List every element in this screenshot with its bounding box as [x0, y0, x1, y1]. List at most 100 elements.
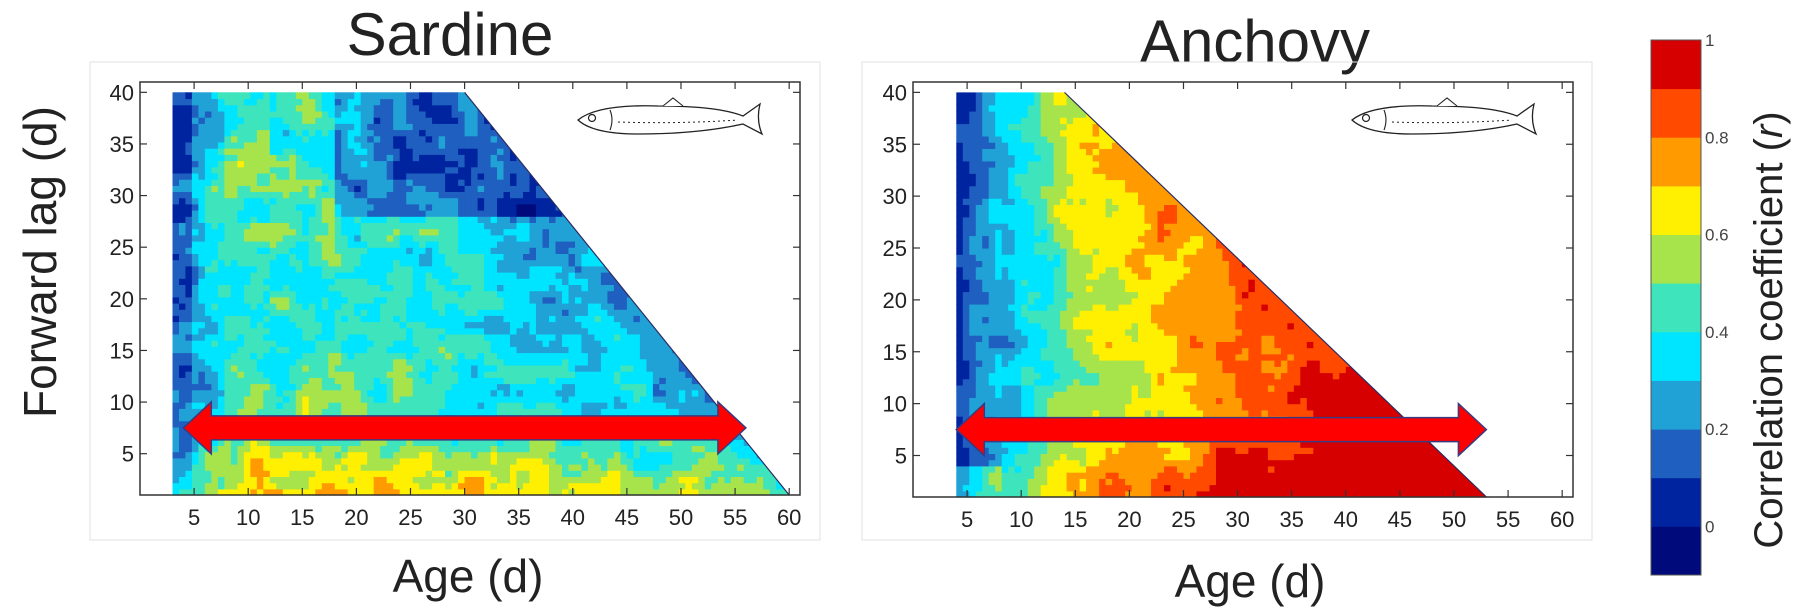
heatmap-cell	[308, 191, 316, 199]
heatmap-cell	[471, 197, 479, 205]
heatmap-cell	[626, 488, 634, 496]
heatmap-cell	[516, 439, 524, 446]
heatmap-cell	[172, 228, 180, 236]
heatmap-cell	[282, 278, 290, 285]
heatmap-cell	[321, 383, 329, 391]
heatmap-cell	[217, 445, 225, 453]
heatmap-cell	[172, 303, 180, 310]
heatmap-cell	[523, 210, 531, 217]
heatmap-cell	[256, 166, 264, 174]
heatmap-cell	[289, 371, 297, 378]
heatmap-cell	[600, 482, 608, 490]
heatmap-cell	[458, 104, 466, 112]
heatmap-cell	[536, 216, 544, 223]
heatmap-cell	[562, 296, 570, 304]
heatmap-cell	[289, 327, 297, 335]
heatmap-cell	[438, 129, 446, 137]
heatmap-cell	[172, 272, 180, 279]
heatmap-cell	[380, 290, 388, 298]
heatmap-cell	[620, 470, 628, 477]
heatmap-cell	[179, 315, 187, 323]
heatmap-cell	[406, 340, 414, 347]
heatmap-cell	[438, 371, 446, 378]
heatmap-cell	[250, 377, 258, 385]
heatmap-cell	[269, 309, 277, 316]
heatmap-cell	[191, 203, 199, 211]
heatmap-cell	[341, 172, 349, 180]
heatmap-cell	[626, 346, 634, 354]
heatmap-cell	[198, 309, 206, 316]
heatmap-cell	[224, 315, 232, 323]
heatmap-cell	[250, 160, 258, 168]
heatmap-cell	[393, 259, 401, 267]
heatmap-cell	[217, 464, 225, 471]
heatmap-cell	[302, 222, 310, 230]
heatmap-cell	[419, 395, 427, 403]
heatmap-cell	[386, 290, 394, 298]
heatmap-cell	[497, 383, 505, 391]
heatmap-cell	[698, 408, 706, 416]
heatmap-cell	[373, 488, 381, 496]
heatmap-cell	[250, 395, 258, 403]
heatmap-cell	[191, 234, 199, 242]
heatmap-cell	[510, 284, 518, 292]
heatmap-cell	[575, 451, 583, 459]
heatmap-cell	[211, 259, 219, 267]
heatmap-cell	[711, 464, 719, 471]
heatmap-cell	[529, 290, 537, 298]
heatmap-cell	[367, 278, 375, 285]
heatmap-cell	[308, 303, 316, 310]
heatmap-cell	[575, 408, 583, 416]
heatmap-cell	[445, 148, 453, 155]
heatmap-cell	[315, 321, 323, 329]
heatmap-cell	[503, 179, 511, 186]
heatmap-cell	[451, 191, 459, 199]
heatmap-cell	[529, 333, 537, 341]
heatmap-cell	[399, 451, 407, 459]
heatmap-cell	[425, 241, 433, 248]
heatmap-cell	[308, 383, 316, 391]
heatmap-cell	[523, 315, 531, 323]
heatmap-cell	[308, 141, 316, 149]
heatmap-cell	[477, 160, 485, 168]
heatmap-cell	[464, 284, 472, 292]
heatmap-cell	[204, 296, 212, 304]
heatmap-cell	[224, 253, 232, 261]
heatmap-cell	[380, 129, 388, 137]
heatmap-cell	[263, 272, 271, 279]
heatmap-cell	[179, 439, 187, 446]
heatmap-cell	[198, 402, 206, 409]
heatmap-cell	[406, 110, 414, 118]
heatmap-cell	[613, 327, 621, 335]
heatmap-cell	[581, 340, 589, 347]
heatmap-cell	[458, 395, 466, 403]
heatmap-cell	[510, 278, 518, 285]
heatmap-cell	[179, 92, 187, 100]
heatmap-cell	[445, 98, 453, 106]
heatmap-cell	[276, 321, 284, 329]
heatmap-cell	[412, 210, 420, 217]
heatmap-cell	[334, 98, 342, 106]
heatmap-cell	[289, 117, 297, 124]
heatmap-cell	[691, 476, 699, 484]
heatmap-cell	[172, 154, 180, 162]
heatmap-cell	[412, 234, 420, 242]
heatmap-cell	[406, 129, 414, 137]
heatmap-cell	[419, 371, 427, 378]
heatmap-cell	[613, 352, 621, 360]
heatmap-cell	[445, 92, 453, 100]
heatmap-cell	[529, 352, 537, 360]
heatmap-cell	[191, 210, 199, 217]
heatmap-cell	[204, 327, 212, 335]
heatmap-cell	[302, 148, 310, 155]
heatmap-cell	[425, 284, 433, 292]
heatmap-cell	[204, 247, 212, 254]
heatmap-cell	[451, 464, 459, 471]
heatmap-cell	[581, 278, 589, 285]
heatmap-cell	[217, 241, 225, 248]
heatmap-cell	[549, 402, 557, 409]
heatmap-cell	[575, 346, 583, 354]
heatmap-cell	[185, 476, 193, 484]
heatmap-cell	[341, 191, 349, 199]
heatmap-cell	[276, 228, 284, 236]
